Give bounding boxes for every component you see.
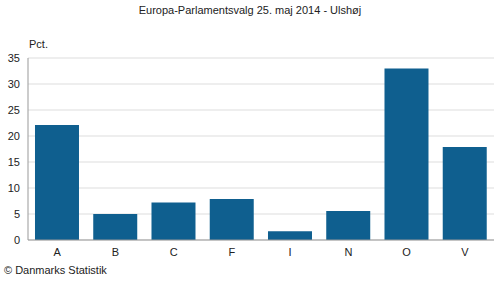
svg-text:35: 35	[8, 52, 20, 64]
svg-text:A: A	[53, 246, 61, 258]
svg-text:25: 25	[8, 104, 20, 116]
svg-text:10: 10	[8, 182, 20, 194]
svg-text:0: 0	[14, 234, 20, 246]
svg-text:30: 30	[8, 78, 20, 90]
html-text:© Danmarks Statistik: © Danmarks Statistik	[4, 264, 107, 276]
svg-text:F: F	[229, 246, 236, 258]
html-text:Europa-Parlamentsvalg 25. maj: Europa-Parlamentsvalg 25. maj 2014 - Uls…	[138, 4, 362, 16]
svg-text:B: B	[112, 246, 119, 258]
svg-text:N: N	[344, 246, 352, 258]
svg-text:20: 20	[8, 130, 20, 142]
svg-text:V: V	[461, 246, 469, 258]
svg-text:5: 5	[14, 208, 20, 220]
svg-text:I: I	[289, 246, 292, 258]
html-text:Pct.: Pct.	[29, 38, 48, 50]
svg-text:C: C	[170, 246, 178, 258]
svg-text:15: 15	[8, 156, 20, 168]
svg-text:O: O	[402, 246, 411, 258]
